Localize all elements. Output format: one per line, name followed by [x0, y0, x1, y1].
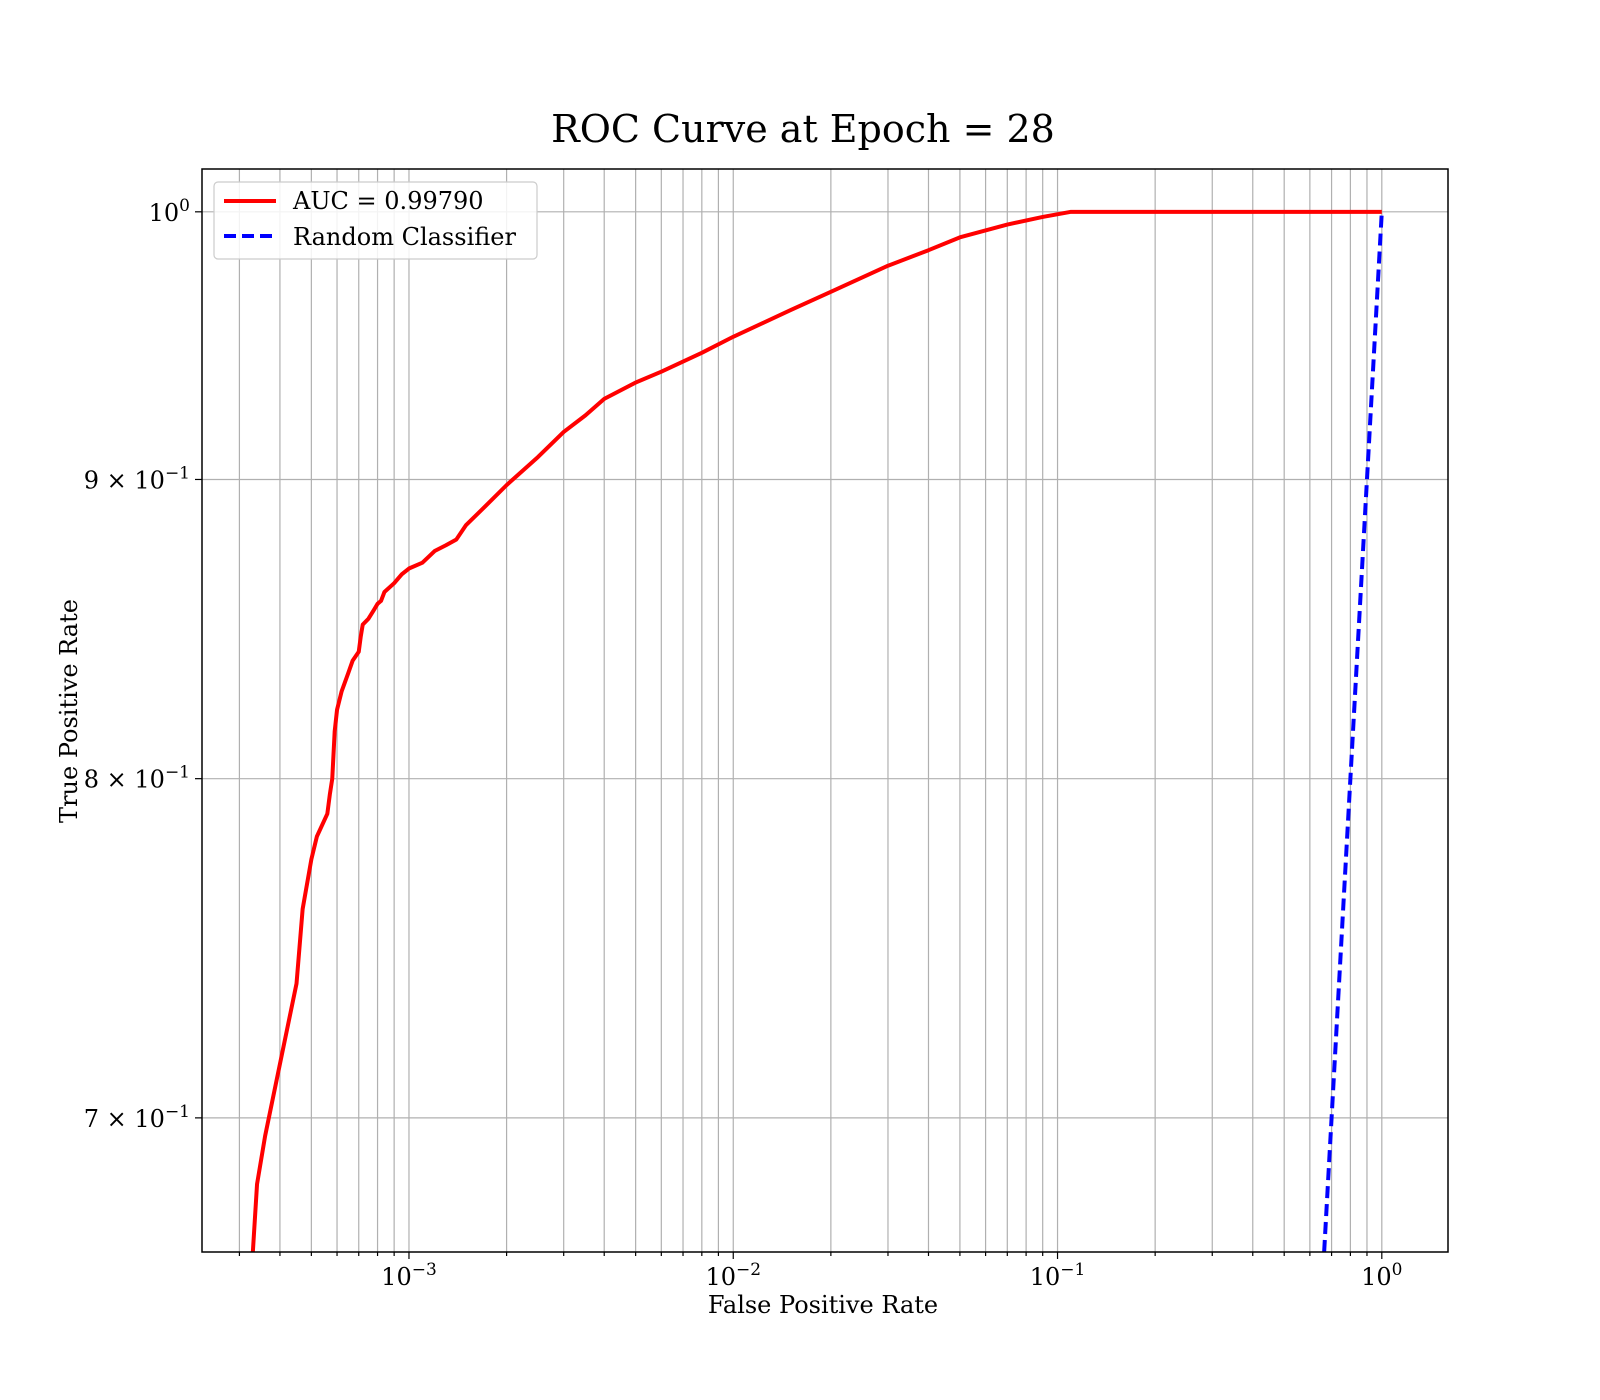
x-axis-label: False Positive Rate	[708, 1291, 938, 1319]
plot-frame	[201, 168, 1449, 1253]
y-tick-label: 7 × 10−1	[84, 1102, 190, 1133]
legend-label-random: Random Classifier	[293, 223, 516, 251]
y-axis-label: True Positive Rate	[55, 599, 83, 823]
legend-label-auc: AUC = 0.99790	[292, 187, 484, 215]
chart-title: ROC Curve at Epoch = 28	[551, 107, 1055, 151]
y-tick-label: 9 × 10−1	[84, 463, 190, 494]
legend: AUC = 0.99790 Random Classifier	[213, 181, 538, 260]
roc-curve-line	[250, 209, 1382, 1253]
random-classifier-line	[1322, 211, 1384, 1253]
x-tick-label: 10−3	[381, 1260, 437, 1291]
legend-box	[213, 181, 538, 260]
series-layer	[250, 209, 1384, 1253]
